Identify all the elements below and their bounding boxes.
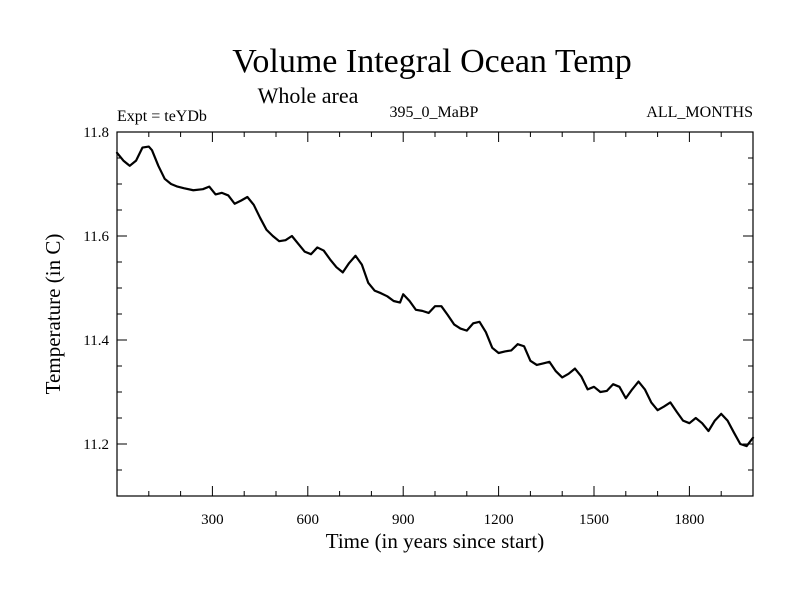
y-axis-label: Temperature (in C) bbox=[41, 234, 65, 395]
y-axis-tick-labels: 11.2 11.4 11.6 11.8 bbox=[83, 125, 109, 453]
x-axis-tick-labels: 300 600 900 1200 1500 1800 bbox=[201, 512, 704, 528]
x-tick-label: 900 bbox=[392, 512, 415, 528]
months-label: ALL_MONTHS bbox=[646, 104, 753, 121]
x-axis-label: Time (in years since start) bbox=[326, 529, 545, 553]
y-tick-label: 11.2 bbox=[83, 437, 109, 453]
x-axis-ticks bbox=[148, 132, 722, 496]
experiment-label: Expt = teYDb bbox=[117, 108, 207, 125]
y-tick-label: 11.6 bbox=[83, 229, 109, 245]
y-tick-label: 11.8 bbox=[83, 125, 109, 141]
x-tick-label: 300 bbox=[201, 512, 224, 528]
chart-title: Volume Integral Ocean Temp bbox=[232, 43, 632, 80]
period-label: 395_0_MaBP bbox=[390, 104, 479, 121]
y-axis-ticks bbox=[117, 157, 753, 471]
plot-frame bbox=[116, 131, 754, 497]
temperature-series-line bbox=[115, 145, 755, 448]
x-tick-label: 1500 bbox=[579, 512, 609, 528]
chart-subtitle: Whole area bbox=[258, 83, 359, 108]
y-tick-label: 11.4 bbox=[83, 333, 109, 349]
x-tick-label: 1800 bbox=[674, 512, 704, 528]
x-tick-label: 600 bbox=[297, 512, 320, 528]
x-tick-label: 1200 bbox=[484, 512, 514, 528]
